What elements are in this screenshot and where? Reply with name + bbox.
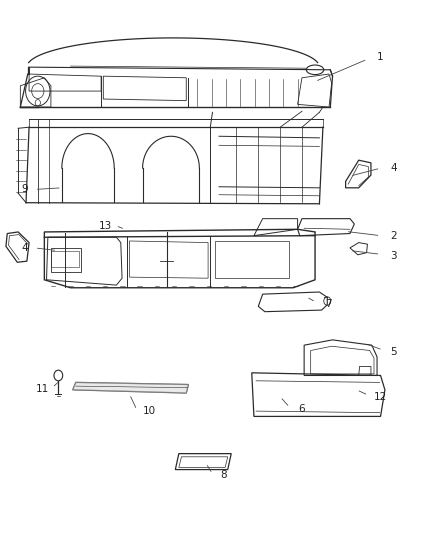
Text: 2: 2 — [390, 231, 397, 241]
Text: 8: 8 — [220, 470, 227, 480]
Text: 4: 4 — [390, 163, 397, 173]
Text: 12: 12 — [374, 392, 387, 402]
Text: 5: 5 — [390, 346, 397, 357]
Text: 4: 4 — [21, 243, 28, 253]
Bar — [51, 248, 81, 272]
Text: 11: 11 — [35, 384, 49, 394]
Polygon shape — [73, 382, 188, 393]
Text: 6: 6 — [299, 404, 305, 414]
Text: 13: 13 — [99, 221, 112, 231]
Text: 9: 9 — [21, 184, 28, 195]
Text: 7: 7 — [325, 298, 332, 309]
Text: 1: 1 — [377, 52, 384, 61]
Text: 10: 10 — [143, 406, 155, 416]
Text: 3: 3 — [390, 251, 397, 261]
Bar — [51, 251, 79, 266]
